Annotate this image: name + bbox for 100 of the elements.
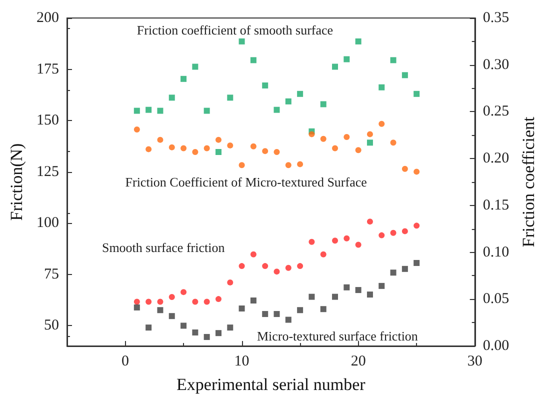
point [215, 296, 222, 302]
y2-tick-label: 0.00 [482, 338, 510, 354]
point [344, 56, 350, 62]
point [250, 143, 256, 150]
point [274, 268, 280, 275]
point [297, 90, 304, 97]
point [180, 289, 187, 296]
point [204, 298, 210, 305]
point [134, 298, 140, 305]
y2-tick-label: 0.10 [482, 244, 510, 260]
point [285, 162, 292, 168]
point [378, 120, 385, 127]
series-label: Friction coefficient of smooth surface [136, 22, 334, 38]
y-tick-label: 125 [36, 164, 59, 180]
point [402, 266, 408, 272]
y-tick-label: 50 [44, 318, 59, 334]
x-tick-label: 20 [350, 354, 366, 370]
point [355, 242, 362, 248]
point [238, 263, 245, 270]
point [355, 287, 362, 294]
point [262, 82, 268, 88]
point [168, 294, 175, 300]
point [134, 304, 140, 310]
x-axis-title: Experimental serial number [176, 375, 366, 394]
point [215, 330, 222, 336]
point [192, 64, 198, 70]
point [285, 316, 292, 323]
point [332, 294, 338, 300]
point [146, 106, 152, 113]
point [262, 311, 268, 318]
point [250, 57, 256, 64]
point [332, 64, 338, 70]
point [204, 108, 210, 114]
point [168, 313, 175, 320]
point [227, 142, 234, 148]
y-tick-label: 100 [36, 215, 59, 231]
y2-tick-label: 0.20 [482, 150, 510, 167]
point [378, 84, 385, 90]
point [192, 149, 198, 156]
point [390, 270, 396, 276]
point [146, 324, 152, 331]
y-tick-label: 175 [36, 61, 59, 78]
point [215, 136, 222, 143]
point [262, 148, 268, 154]
point [320, 306, 326, 312]
point [192, 298, 198, 305]
x-tick-label: 0 [122, 354, 130, 370]
point [146, 298, 152, 305]
point [366, 140, 373, 146]
point [274, 106, 280, 113]
point [157, 307, 164, 314]
point [344, 235, 350, 242]
point [355, 38, 362, 44]
series-label: Smooth surface friction [102, 240, 226, 256]
x-tick-label: 10 [234, 354, 250, 370]
point [402, 228, 408, 234]
point [180, 322, 187, 329]
point [180, 145, 187, 152]
y2-tick-label: 0.35 [482, 10, 510, 26]
point [366, 131, 373, 138]
point [204, 334, 210, 340]
point [308, 238, 315, 245]
point [414, 222, 420, 229]
y-tick-label: 75 [44, 266, 59, 282]
y-axis-title: Friction(N) [7, 143, 26, 221]
point [320, 136, 326, 142]
point [297, 263, 304, 270]
point [285, 98, 292, 104]
point [274, 311, 280, 318]
y2-tick-label: 0.05 [482, 291, 510, 308]
y-tick-label: 200 [36, 10, 59, 26]
y2-axis-title: Friction coefficient [519, 116, 538, 248]
point [227, 279, 234, 286]
point [366, 292, 373, 298]
point [402, 72, 408, 78]
y2-tick-label: 0.25 [482, 104, 510, 120]
point [390, 230, 396, 236]
point [134, 126, 140, 133]
point [227, 324, 234, 331]
point [366, 218, 373, 225]
point [227, 94, 234, 101]
point [262, 263, 268, 270]
point [192, 329, 198, 336]
point [146, 146, 152, 152]
point [378, 282, 385, 289]
point [238, 38, 245, 44]
point [285, 264, 292, 271]
series-label: Friction Coefficient of Micro-textured Surface [125, 174, 368, 190]
point [308, 294, 315, 300]
point [157, 298, 164, 305]
point [297, 307, 304, 314]
y2-tick-label: 0.30 [482, 56, 510, 73]
point [390, 57, 396, 64]
y-tick-label: 150 [36, 112, 59, 128]
point [215, 149, 222, 156]
point [402, 166, 408, 172]
series-label: Micro-textured surface friction [256, 328, 418, 344]
point [250, 297, 256, 304]
point [414, 260, 420, 266]
point [414, 168, 420, 175]
